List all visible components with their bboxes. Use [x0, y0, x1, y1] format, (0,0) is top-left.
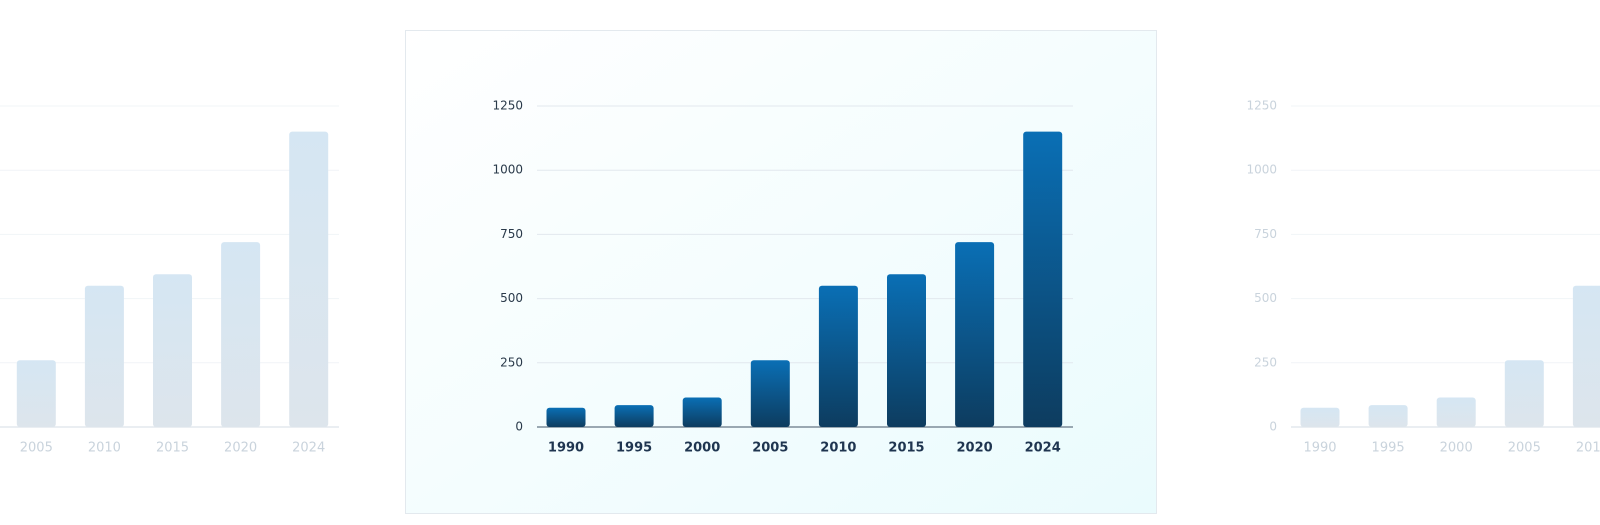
- x-tick-label: 2005: [20, 441, 53, 456]
- x-tick-label: 1995: [616, 441, 652, 456]
- y-tick-label: 0: [1269, 420, 1277, 434]
- y-tick-label: 1000: [492, 163, 523, 177]
- chart: 0 250 500 750 1000 1250 1990 1995 2000 2005 2010 20…: [492, 99, 1073, 456]
- bar: [153, 274, 192, 427]
- x-tick-label: 1990: [1303, 441, 1336, 456]
- y-tick-label: 1000: [1246, 163, 1277, 177]
- bar: [1504, 360, 1544, 427]
- y-tick-label: 1250: [492, 99, 523, 113]
- y-tick-label: 750: [500, 227, 523, 241]
- x-tick-label: 2010: [820, 441, 856, 456]
- x-tick-label: 2024: [1025, 441, 1061, 456]
- bar: [84, 285, 124, 427]
- bar: [546, 407, 586, 427]
- next-slide[interactable]: 0250500750100012501990199520002005201020…: [1246, 99, 1600, 456]
- x-tick-label: 2005: [1508, 441, 1541, 456]
- x-tick-label: 2015: [156, 441, 189, 456]
- bar: [289, 131, 329, 427]
- y-tick-label: 500: [500, 291, 523, 305]
- bar: [955, 242, 995, 427]
- x-tick-label: 2015: [888, 441, 924, 456]
- bar: [682, 397, 722, 427]
- x-tick-label: 2020: [957, 441, 993, 456]
- x-tick-label: 2000: [684, 441, 720, 456]
- previous-slide[interactable]: 0250500750100012501990199520002005201020…: [0, 99, 339, 456]
- y-tick-label: 250: [1254, 355, 1277, 369]
- x-tick-label: 2000: [1440, 441, 1473, 456]
- bar: [887, 274, 926, 427]
- bar: [750, 360, 790, 427]
- y-tick-label: 0: [515, 420, 523, 434]
- bar: [1368, 405, 1408, 427]
- bar: [1572, 285, 1600, 427]
- y-tick-label: 500: [1254, 291, 1277, 305]
- x-tick-label: 2005: [752, 441, 788, 456]
- bar: [1023, 131, 1063, 427]
- bar: [16, 360, 56, 427]
- bar: [1300, 407, 1340, 427]
- bar: [614, 405, 654, 427]
- y-tick-label: 1250: [1246, 99, 1277, 113]
- bar: [221, 242, 261, 427]
- y-tick-label: 250: [500, 355, 523, 369]
- x-tick-label: 1995: [1372, 441, 1405, 456]
- x-tick-label: 2024: [292, 441, 325, 456]
- bar: [1436, 397, 1476, 427]
- bar: [818, 285, 858, 427]
- x-tick-label: 2010: [1576, 441, 1600, 456]
- x-tick-label: 2010: [88, 441, 121, 456]
- y-tick-label: 750: [1254, 227, 1277, 241]
- x-tick-label: 2020: [224, 441, 257, 456]
- x-tick-label: 1990: [548, 441, 584, 456]
